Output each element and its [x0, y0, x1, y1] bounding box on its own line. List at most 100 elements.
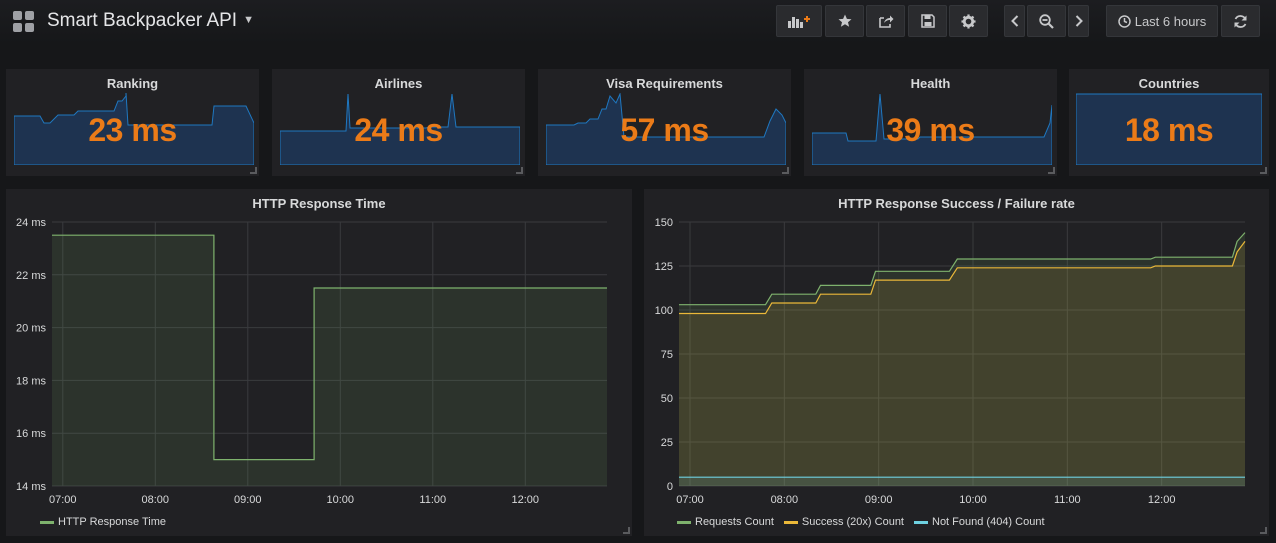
x-tick-label: 12:00	[1148, 494, 1176, 506]
x-tick-label: 10:00	[327, 494, 355, 506]
stat-value: 24 ms	[354, 112, 443, 148]
panel-title: Airlines	[374, 76, 423, 91]
resize-handle[interactable]	[516, 167, 523, 174]
refresh-icon	[1234, 14, 1247, 28]
y-tick-label: 22 ms	[16, 270, 46, 282]
y-tick-label: 0	[667, 481, 673, 493]
y-tick-label: 24 ms	[16, 217, 46, 229]
dashboard-title-dropdown[interactable]: Smart Backpacker API ▼	[47, 10, 254, 32]
x-tick-label: 12:00	[512, 494, 540, 506]
settings-button[interactable]	[949, 5, 988, 37]
share-icon	[878, 15, 893, 28]
time-forward-button[interactable]	[1068, 5, 1089, 37]
panel-title: HTTP Response Success / Failure rate	[838, 196, 1075, 211]
legend-swatch	[914, 520, 928, 524]
x-tick-label: 10:00	[959, 494, 987, 506]
y-tick-label: 14 ms	[16, 481, 46, 493]
gear-icon	[961, 13, 976, 29]
stat-panel-ranking[interactable]: Ranking 23 ms	[6, 69, 259, 176]
legend-item-response-time[interactable]: HTTP Response Time	[40, 516, 166, 528]
chevron-right-icon	[1075, 15, 1083, 27]
legend-label: Success (20x) Count	[801, 516, 904, 528]
resize-handle[interactable]	[1048, 167, 1055, 174]
panel-title: Countries	[1138, 76, 1200, 91]
y-tick-label: 100	[655, 305, 673, 317]
resize-handle[interactable]	[623, 527, 630, 534]
sparkline-visa-requirements	[546, 93, 786, 165]
panel-title: Ranking	[106, 76, 159, 91]
legend-item-not-found-count[interactable]: Not Found (404) Count	[914, 516, 1045, 528]
time-range-label: Last 6 hours	[1134, 13, 1207, 29]
stat-panel-airlines[interactable]: Airlines 24 ms	[272, 69, 525, 176]
stat-panel-health[interactable]: Health 39 ms	[804, 69, 1057, 176]
y-tick-label: 16 ms	[16, 428, 46, 440]
graph-panel-response-time[interactable]: HTTP Response Time 14 ms 16 ms 18 ms 20 ms 2…	[6, 189, 632, 536]
legend-label: HTTP Response Time	[58, 516, 167, 528]
save-button[interactable]	[908, 5, 947, 37]
star-button[interactable]	[825, 5, 864, 37]
caret-down-icon: ▼	[243, 14, 254, 26]
dashboard-grid-icon[interactable]	[13, 11, 35, 33]
sparkline-countries	[1076, 93, 1262, 165]
x-tick-label: 11:00	[1054, 494, 1081, 506]
top-navbar: Smart Backpacker API ▼	[0, 0, 1276, 44]
x-tick-label: 09:00	[865, 494, 893, 506]
time-back-button[interactable]	[1004, 5, 1025, 37]
x-tick-label: 07:00	[49, 494, 77, 506]
save-icon	[920, 14, 935, 28]
y-tick-label: 150	[655, 217, 673, 229]
resize-handle[interactable]	[782, 167, 789, 174]
resize-handle[interactable]	[1260, 167, 1267, 174]
chart-legend: HTTP Response Time	[40, 516, 166, 528]
share-button[interactable]	[866, 5, 905, 37]
sparkline-airlines	[280, 93, 520, 165]
series-area-requests-count	[679, 232, 1245, 486]
x-tick-label: 09:00	[234, 494, 262, 506]
y-tick-label: 50	[661, 393, 673, 405]
legend-item-requests-count[interactable]: Requests Count	[677, 516, 774, 528]
stat-value: 39 ms	[886, 112, 975, 148]
series-area-success-20x-count	[679, 241, 1245, 486]
panel-title: Health	[910, 76, 951, 91]
sparkline-ranking	[14, 93, 254, 165]
stat-value: 18 ms	[1124, 112, 1214, 148]
success-failure-chart: 0 25 50 75 100 125 150 07:00 08:00 09:00 10:00 11:0…	[655, 217, 1246, 506]
add-panel-icon	[788, 16, 810, 28]
series-line-success-20x-count	[679, 241, 1246, 315]
chevron-left-icon	[1010, 15, 1018, 27]
star-icon	[838, 14, 851, 27]
resize-handle[interactable]	[1260, 527, 1267, 534]
response-time-chart: 14 ms 16 ms 18 ms 20 ms 22 ms 24 ms 07:00 08:00…	[16, 217, 607, 506]
zoom-out-icon	[1039, 13, 1054, 29]
y-tick-label: 20 ms	[16, 323, 46, 335]
chart-legend: Requests Count Success (20x) Count Not F…	[677, 516, 1045, 528]
dashboard-title: Smart Backpacker API	[47, 10, 238, 31]
stat-value: 23 ms	[88, 112, 177, 148]
add-panel-button[interactable]	[776, 5, 822, 37]
y-tick-label: 18 ms	[16, 375, 46, 387]
time-range-picker[interactable]: Last 6 hours	[1106, 5, 1218, 37]
panel-title: Visa Requirements	[606, 76, 723, 91]
clock-icon	[1117, 14, 1131, 28]
y-tick-label: 75	[661, 349, 673, 361]
legend-swatch	[677, 520, 691, 524]
legend-swatch	[40, 520, 54, 524]
stat-value: 57 ms	[620, 112, 709, 148]
legend-item-success-count[interactable]: Success (20x) Count	[783, 516, 904, 528]
refresh-button[interactable]	[1221, 5, 1260, 37]
series-area-http-response-time	[52, 235, 607, 486]
resize-handle[interactable]	[250, 167, 257, 174]
series-line-requests-count	[679, 232, 1246, 306]
graph-panel-success-failure[interactable]: HTTP Response Success / Failure rate 0 25…	[644, 189, 1269, 536]
stat-panel-visa-requirements[interactable]: Visa Requirements 57 ms	[538, 69, 791, 176]
x-tick-label: 08:00	[142, 494, 170, 506]
legend-swatch	[783, 520, 798, 524]
series-area-not-found-404-count	[679, 477, 1245, 486]
x-tick-label: 07:00	[676, 494, 704, 506]
panel-title: HTTP Response Time	[252, 196, 386, 211]
stat-panel-countries[interactable]: Countries 18 ms	[1069, 69, 1269, 176]
x-tick-label: 08:00	[771, 494, 799, 506]
series-line-http-response-time	[52, 234, 607, 461]
legend-label: Not Found (404) Count	[932, 516, 1045, 528]
zoom-out-button[interactable]	[1027, 5, 1066, 37]
